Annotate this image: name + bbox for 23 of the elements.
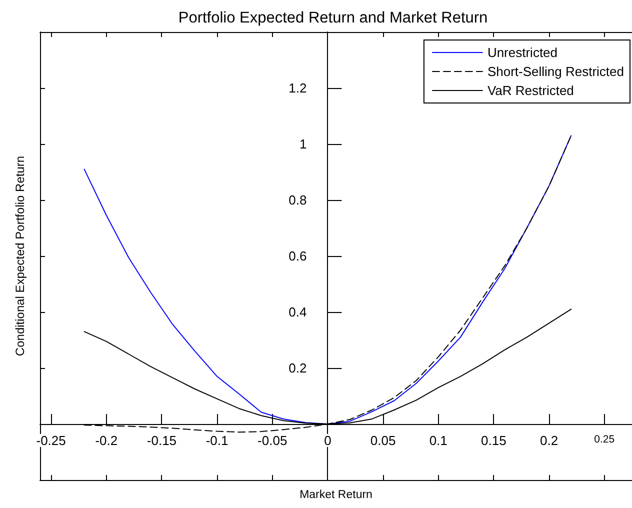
x-tick-label: -0.05 — [258, 433, 288, 448]
legend-label: Short-Selling Restricted — [487, 64, 624, 79]
y-axis-title: Conditional Expected Portfolio Return — [13, 156, 27, 356]
x-tick-label: 0.1 — [429, 433, 448, 448]
x-tick-label: 0.05 — [370, 433, 396, 448]
x-tick-label: -0.15 — [146, 433, 177, 448]
legend-label: VaR Restricted — [487, 83, 574, 98]
legend-label: Unrestricted — [487, 45, 558, 60]
y-tick-label: 0.8 — [288, 192, 307, 208]
y-tick-label: 0.4 — [288, 304, 307, 320]
x-tick-label: -0.2 — [95, 433, 118, 448]
y-tick-label: 0.6 — [288, 248, 307, 264]
x-tick-label: -0.25 — [36, 433, 66, 448]
x-tick-label: 0.2 — [540, 433, 558, 448]
y-tick-label: 1 — [299, 136, 307, 152]
x-tick-label: 0.25 — [594, 434, 615, 446]
x-tick-label: 0 — [324, 433, 332, 448]
chart-title: Portfolio Expected Return and Market Return — [178, 10, 488, 26]
x-tick-label: -0.1 — [206, 433, 228, 448]
x-tick-label: 0.15 — [481, 433, 506, 448]
y-tick-label: 0.2 — [288, 360, 307, 376]
y-tick-label: 1.2 — [288, 80, 307, 96]
x-axis-title: Market Return — [300, 489, 372, 501]
